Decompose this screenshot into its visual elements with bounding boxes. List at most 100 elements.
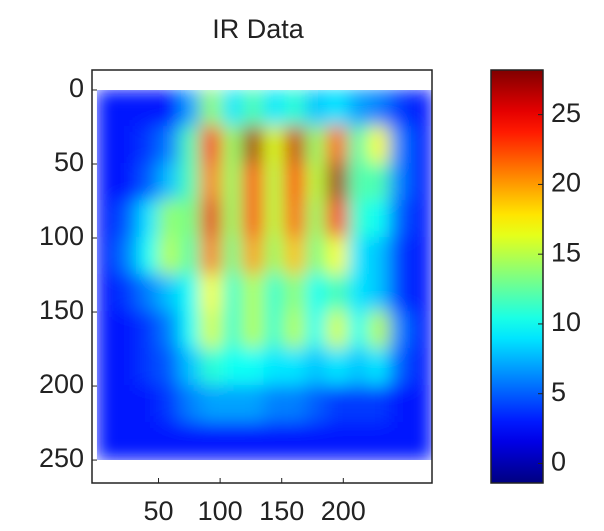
heatmap-cell [221, 162, 245, 203]
heatmap-cell [410, 162, 432, 203]
heatmap-cell [158, 348, 182, 388]
heatmap-cell [179, 162, 203, 203]
heatmap-cell [242, 311, 266, 351]
heatmap-cell [96, 125, 119, 165]
heatmap-cell [326, 348, 350, 388]
heatmap-cell [116, 237, 140, 277]
heatmap-cell [96, 348, 119, 388]
heatmap-cell [410, 422, 432, 461]
heatmap-cell [326, 162, 350, 203]
heatmap-cell [389, 348, 413, 388]
heatmap-cell [326, 422, 350, 461]
heatmap-cell [389, 311, 413, 351]
heatmap-cell [347, 89, 371, 128]
heatmap-cell [410, 125, 432, 165]
heatmap-cell [347, 311, 371, 351]
heatmap-cell [116, 274, 140, 314]
heatmap-cell [116, 311, 140, 351]
chart-title: IR Data [212, 14, 305, 44]
heatmap-cell [263, 89, 287, 128]
heatmap-cell [263, 200, 287, 240]
heatmap-cell [347, 200, 371, 240]
heatmap-cell [389, 274, 413, 314]
heatmap-cell [368, 200, 392, 240]
heatmap-cell [284, 385, 308, 425]
heatmap-cell [116, 89, 140, 128]
heatmap-cell [368, 237, 392, 277]
heatmap-cell [368, 348, 392, 388]
heatmap-cell [368, 311, 392, 351]
heatmap-cell [242, 162, 266, 203]
heatmap-cell [305, 200, 329, 240]
heatmap-cell [200, 200, 224, 240]
heatmap-cell [347, 348, 371, 388]
heatmap-cell [137, 348, 161, 388]
heatmap-cell [96, 385, 119, 425]
heatmap-cell [410, 348, 432, 388]
heatmap-cell [200, 162, 224, 203]
heatmap-cell [96, 237, 119, 277]
x-tick-label: 100 [198, 496, 243, 526]
heatmap-cell [368, 422, 392, 461]
heatmap-cell [305, 348, 329, 388]
heatmap-cell [347, 162, 371, 203]
heatmap-cell [242, 385, 266, 425]
heatmap-cell [326, 385, 350, 425]
heatmap-cell [221, 237, 245, 277]
y-tick-label: 200 [39, 369, 84, 399]
heatmap-cell [158, 311, 182, 351]
heatmap-cell [137, 125, 161, 165]
heatmap-cell [305, 274, 329, 314]
heatmap-cell [326, 200, 350, 240]
heatmap-cell [96, 274, 119, 314]
heatmap-cell [347, 274, 371, 314]
colorbar-tick-label: 10 [551, 307, 581, 337]
heatmap-cell [284, 200, 308, 240]
y-tick-label: 50 [54, 147, 84, 177]
heatmap-cell [116, 200, 140, 240]
heatmap-cell [179, 237, 203, 277]
heatmap-cell [284, 162, 308, 203]
heatmap-cell [410, 274, 432, 314]
heatmap-cell [137, 237, 161, 277]
heatmap-cell [137, 311, 161, 351]
heatmap-cell [305, 311, 329, 351]
heatmap-cell [410, 311, 432, 351]
heatmap-cell [179, 385, 203, 425]
heatmap-cell [179, 274, 203, 314]
heatmap-cell [242, 237, 266, 277]
heatmap-cell [368, 162, 392, 203]
heatmap-cell [116, 162, 140, 203]
heatmap-cell [158, 422, 182, 461]
heatmap-cell [158, 89, 182, 128]
heatmap-cell [200, 348, 224, 388]
heatmap-cell [158, 200, 182, 240]
heatmap-cell [410, 385, 432, 425]
heatmap-cell [389, 237, 413, 277]
heatmap-cell [242, 422, 266, 461]
x-tick-label: 200 [321, 496, 366, 526]
colorbar-tick-label: 20 [551, 168, 581, 198]
heatmap-cell [305, 237, 329, 277]
heatmap-cell [221, 348, 245, 388]
heatmap-cell [284, 348, 308, 388]
heatmap-cell [326, 311, 350, 351]
heatmap-cell [179, 311, 203, 351]
heatmap-cell [200, 422, 224, 461]
y-tick-label: 0 [69, 73, 84, 103]
heatmap [96, 89, 432, 461]
heatmap-cell [96, 89, 119, 128]
heatmap-cell [200, 311, 224, 351]
heatmap-cell [242, 89, 266, 128]
heatmap-cell [284, 89, 308, 128]
heatmap-cell [284, 237, 308, 277]
heatmap-cell [242, 125, 266, 165]
heatmap-cell [284, 125, 308, 165]
heatmap-cell [263, 237, 287, 277]
heatmap-cell [326, 89, 350, 128]
heatmap-cell [326, 274, 350, 314]
heatmap-cell [221, 125, 245, 165]
heatmap-cell [326, 125, 350, 165]
heatmap-cell [137, 422, 161, 461]
heatmap-cell [368, 274, 392, 314]
